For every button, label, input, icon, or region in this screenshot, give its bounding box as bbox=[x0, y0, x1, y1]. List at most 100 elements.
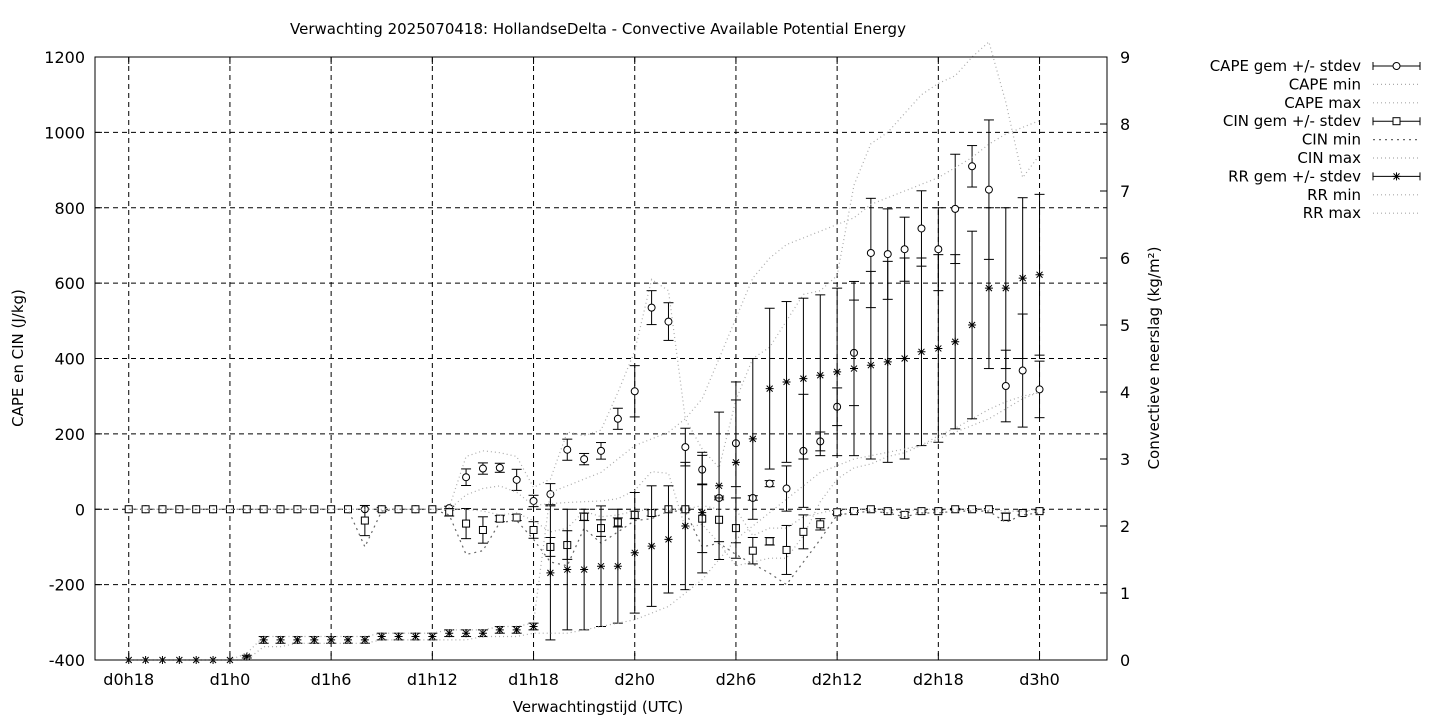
data-point bbox=[563, 565, 572, 574]
data-point bbox=[799, 527, 808, 536]
data-point bbox=[698, 508, 707, 517]
data-point bbox=[563, 445, 572, 454]
data-point bbox=[850, 507, 858, 516]
data-point bbox=[664, 535, 673, 544]
legend-marker bbox=[1392, 172, 1401, 181]
data-point bbox=[968, 321, 977, 329]
data-point bbox=[512, 625, 521, 634]
series-line bbox=[128, 508, 1040, 586]
x-tick-label: d3h0 bbox=[1019, 670, 1060, 689]
data-point bbox=[630, 387, 639, 396]
y-tick-label: 600 bbox=[54, 274, 85, 293]
x-axis-label: Verwachtingstijd (UTC) bbox=[513, 698, 684, 716]
data-point bbox=[1035, 385, 1044, 394]
data-point bbox=[613, 562, 622, 571]
legend-label: CAPE max bbox=[1284, 94, 1361, 112]
x-tick-label: d2h12 bbox=[812, 670, 863, 689]
data-point bbox=[478, 525, 487, 534]
data-point bbox=[934, 344, 943, 353]
y2-tick-label: 6 bbox=[1120, 249, 1130, 268]
data-point bbox=[360, 635, 369, 644]
data-point bbox=[495, 625, 504, 634]
x-tick-label: d1h6 bbox=[311, 670, 352, 689]
data-point bbox=[900, 354, 909, 363]
data-point bbox=[1001, 512, 1010, 521]
data-point bbox=[377, 632, 386, 641]
data-point bbox=[478, 464, 487, 473]
data-point bbox=[934, 507, 943, 516]
data-point bbox=[1001, 382, 1010, 391]
data-point bbox=[462, 519, 471, 528]
y2-tick-label: 7 bbox=[1120, 182, 1130, 201]
chart-title: Verwachting 2025070418: HollandseDelta -… bbox=[290, 20, 906, 38]
data-point bbox=[765, 479, 774, 488]
data-point bbox=[715, 481, 724, 490]
legend-label: RR min bbox=[1307, 186, 1361, 204]
series-line bbox=[128, 391, 1040, 661]
x-tick-label: d0h18 bbox=[103, 670, 154, 689]
y2-tick-label: 8 bbox=[1120, 115, 1130, 134]
data-point bbox=[529, 622, 538, 631]
data-point bbox=[529, 525, 538, 534]
data-point bbox=[816, 371, 825, 380]
data-point bbox=[816, 520, 825, 529]
data-point bbox=[765, 384, 774, 393]
data-point bbox=[1035, 270, 1044, 279]
y2-axis-label: Convectieve neerslag (kg/m²) bbox=[1145, 247, 1163, 470]
data-point bbox=[782, 545, 791, 554]
data-point bbox=[360, 516, 369, 525]
series-area bbox=[124, 40, 1045, 664]
axes: d0h18 d1h0 d1h6 d1h12 d1h18 d2h0 d2h6 d2h12 d2h1… bbox=[44, 48, 1130, 689]
data-point bbox=[984, 185, 993, 194]
y2-tick-label: 1 bbox=[1120, 584, 1130, 603]
y-tick-label: -400 bbox=[49, 651, 85, 670]
data-point bbox=[242, 652, 251, 661]
data-point bbox=[310, 505, 319, 514]
legend-label: RR max bbox=[1303, 204, 1361, 222]
data-point bbox=[276, 635, 285, 644]
y-tick-label: -200 bbox=[49, 576, 85, 595]
legend-label: CAPE min bbox=[1289, 75, 1361, 93]
x-tick-label: d2h6 bbox=[716, 670, 757, 689]
y-tick-label: 1000 bbox=[44, 123, 85, 142]
data-point bbox=[883, 250, 892, 259]
data-point bbox=[782, 377, 791, 386]
data-point bbox=[883, 357, 892, 366]
data-point bbox=[799, 374, 808, 383]
data-point bbox=[1035, 507, 1044, 516]
data-point bbox=[748, 434, 757, 443]
data-point bbox=[597, 446, 605, 455]
data-point bbox=[411, 632, 420, 641]
legend-label: CIN gem +/- stdev bbox=[1223, 112, 1361, 130]
data-point bbox=[1018, 366, 1027, 375]
y2-tick-label: 9 bbox=[1120, 48, 1130, 67]
data-point bbox=[1018, 509, 1027, 518]
y-tick-label: 400 bbox=[54, 350, 85, 369]
data-point bbox=[900, 245, 909, 254]
data-point bbox=[681, 522, 690, 530]
y2-tick-label: 2 bbox=[1120, 517, 1130, 536]
y-tick-label: 200 bbox=[54, 425, 85, 444]
data-point bbox=[512, 475, 521, 484]
x-tick-label: d1h18 bbox=[508, 670, 559, 689]
data-point bbox=[866, 505, 875, 514]
series-line bbox=[128, 120, 1040, 661]
series-cin-min bbox=[128, 508, 1040, 586]
data-point bbox=[462, 629, 471, 638]
data-point bbox=[478, 629, 487, 638]
data-point bbox=[866, 248, 875, 257]
series-rr-min bbox=[128, 391, 1040, 661]
data-point bbox=[951, 337, 960, 346]
legend-label: CAPE gem +/- stdev bbox=[1210, 57, 1361, 75]
series-rr-gem-stdev bbox=[124, 193, 1045, 664]
series-rr-max bbox=[128, 120, 1040, 661]
data-point bbox=[917, 224, 926, 233]
data-point bbox=[968, 162, 977, 171]
data-point bbox=[647, 542, 656, 551]
legend-marker bbox=[1392, 62, 1401, 70]
data-point bbox=[951, 505, 960, 514]
y2-tick-label: 4 bbox=[1120, 383, 1130, 402]
data-point bbox=[259, 635, 268, 644]
